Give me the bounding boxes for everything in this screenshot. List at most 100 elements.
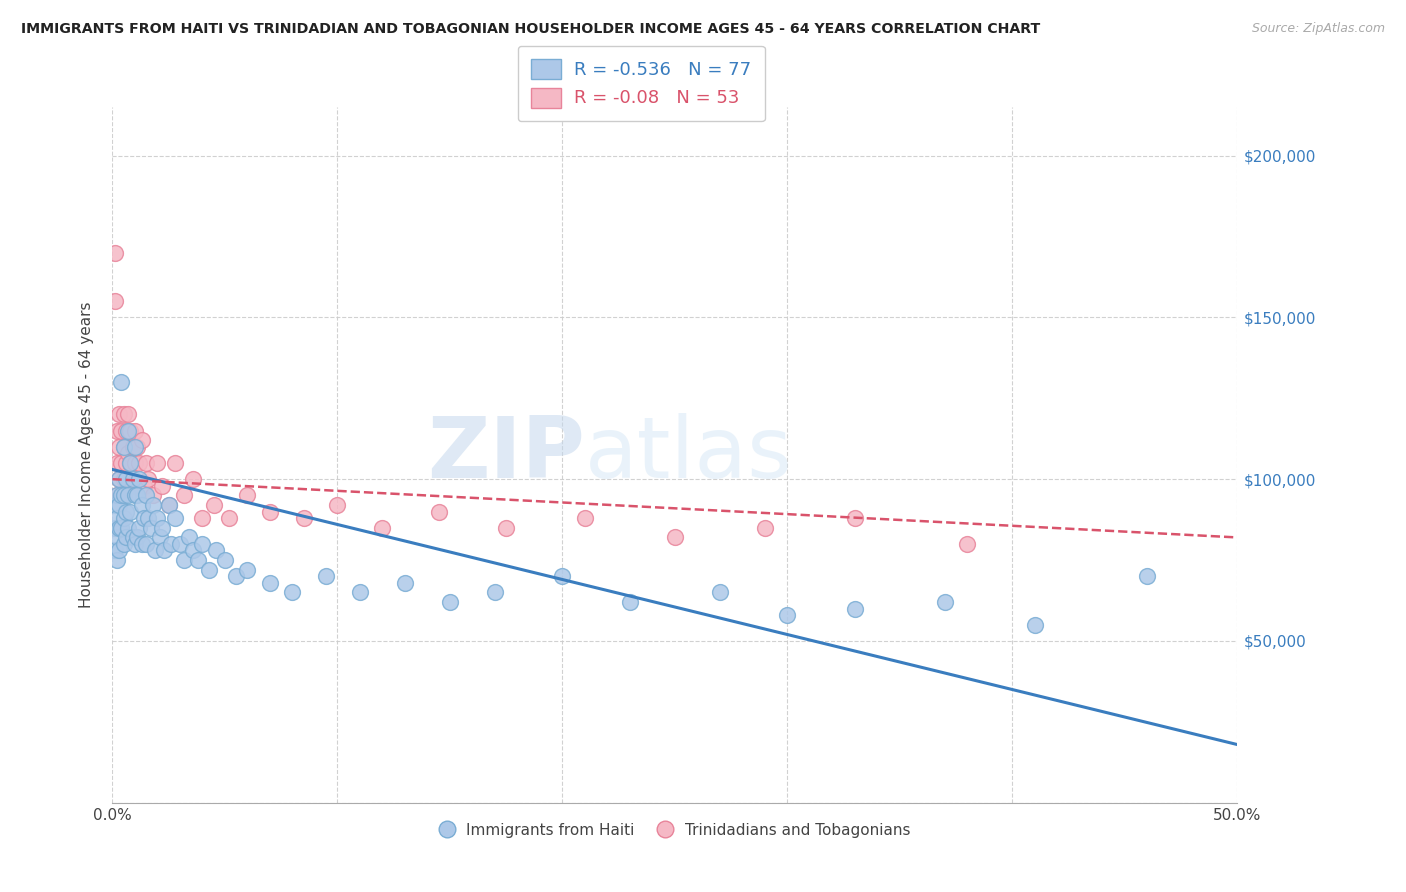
Point [105,456,128,470]
Point [439,595,461,609]
Point [115,424,138,438]
Text: IMMIGRANTS FROM HAITI VS TRINIDADIAN AND TOBAGONIAN HOUSEHOLDER INCOME AGES 45 -: IMMIGRANTS FROM HAITI VS TRINIDADIAN AND… [21,22,1040,37]
Point [664,531,686,545]
Point [135,456,157,470]
Point [934,595,956,609]
Point [110,375,132,389]
Point [108,472,131,486]
Point [183,543,205,558]
Point [138,472,160,486]
Point [104,498,127,512]
Point [112,440,135,454]
Point [187,553,209,567]
Point [132,478,155,492]
Point [105,488,128,502]
Point [110,521,132,535]
Point [120,504,142,518]
Point [124,440,146,454]
Point [956,537,979,551]
Point [127,488,149,502]
Point [105,488,128,502]
Point [108,440,131,454]
Point [202,498,225,512]
Point [153,543,176,558]
Point [115,531,138,545]
Point [371,521,394,535]
Point [112,440,135,454]
Point [121,531,143,545]
Point [128,521,150,535]
Point [142,498,165,512]
Point [619,595,641,609]
Point [121,440,143,454]
Point [127,531,149,545]
Text: atlas: atlas [585,413,793,497]
Point [135,488,157,502]
Point [191,511,214,525]
Point [108,543,131,558]
Point [149,531,172,545]
Point [112,488,135,502]
Point [173,488,195,502]
Point [214,553,236,567]
Point [281,585,304,599]
Point [108,498,131,512]
Point [105,511,128,525]
Point [128,456,150,470]
Point [120,456,142,470]
Point [110,488,132,502]
Point [326,498,349,512]
Point [117,408,139,422]
Point [218,511,240,525]
Point [160,537,183,551]
Point [108,472,131,486]
Point [124,537,146,551]
Point [108,521,131,535]
Point [135,537,157,551]
Point [709,585,731,599]
Point [146,511,169,525]
Point [104,543,127,558]
Point [1024,617,1046,632]
Point [315,569,337,583]
Point [104,245,127,260]
Point [150,521,173,535]
Point [131,537,153,551]
Point [117,478,139,492]
Point [427,504,450,518]
Point [124,456,146,470]
Point [112,408,135,422]
Point [225,569,247,583]
Point [104,521,127,535]
Point [551,569,574,583]
Point [110,456,132,470]
Point [165,456,187,470]
Point [117,488,139,502]
Point [157,498,180,512]
Point [169,537,191,551]
Point [143,543,166,558]
Point [1136,569,1159,583]
Point [484,585,506,599]
Point [120,456,142,470]
Point [108,408,131,422]
Point [292,511,315,525]
Point [157,498,180,512]
Point [110,424,132,438]
Point [115,456,138,470]
Point [112,537,135,551]
Point [112,511,135,525]
Point [394,575,416,590]
Point [120,424,142,438]
Point [236,563,259,577]
Point [121,478,143,492]
Point [124,424,146,438]
Point [259,504,281,518]
Point [105,531,128,545]
Point [574,511,596,525]
Y-axis label: Householder Income Ages 45 - 64 years: Householder Income Ages 45 - 64 years [79,301,94,608]
Point [104,294,127,309]
Point [131,498,153,512]
Point [146,456,169,470]
Point [177,531,200,545]
